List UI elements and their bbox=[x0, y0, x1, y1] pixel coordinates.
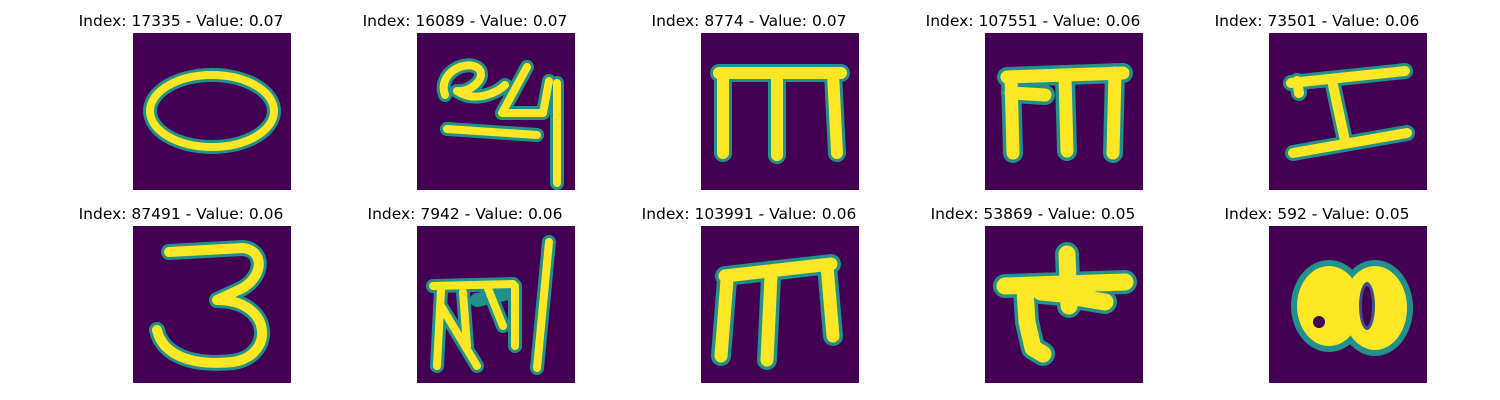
panel-5: Index: 73501 - Value: 0.06 bbox=[1167, 11, 1467, 201]
digit-image-i-beam bbox=[1269, 33, 1427, 190]
digit-image-m bbox=[701, 226, 859, 383]
panel-3: Index: 8774 - Value: 0.07 bbox=[599, 11, 899, 201]
panel-title: Index: 73501 - Value: 0.06 bbox=[1214, 12, 1420, 30]
panel-6: Index: 87491 - Value: 0.06 bbox=[31, 204, 331, 394]
panel-title: Index: 107551 - Value: 0.06 bbox=[925, 12, 1141, 30]
panel-title: Index: 16089 - Value: 0.07 bbox=[362, 12, 568, 30]
panel-title: Index: 592 - Value: 0.05 bbox=[1224, 205, 1410, 223]
panel-title: Index: 8774 - Value: 0.07 bbox=[651, 12, 847, 30]
digit-image-m bbox=[985, 33, 1143, 190]
digit-image-scribble bbox=[417, 226, 575, 383]
panel-4: Index: 107551 - Value: 0.06 bbox=[883, 11, 1183, 201]
digit-image-loop-24 bbox=[417, 33, 575, 190]
panel-1: Index: 17335 - Value: 0.07 bbox=[31, 11, 331, 201]
digit-image-m bbox=[701, 33, 859, 190]
panel-title: Index: 87491 - Value: 0.06 bbox=[78, 205, 284, 223]
panel-2: Index: 16089 - Value: 0.07 bbox=[315, 11, 615, 201]
panel-title: Index: 53869 - Value: 0.05 bbox=[930, 205, 1136, 223]
digit-image-blob-cross bbox=[985, 226, 1143, 383]
digit-image-three bbox=[133, 226, 291, 383]
panel-7: Index: 7942 - Value: 0.06 bbox=[315, 204, 615, 394]
panel-title: Index: 103991 - Value: 0.06 bbox=[641, 205, 857, 223]
panel-title: Index: 17335 - Value: 0.07 bbox=[78, 12, 284, 30]
digit-image-blob bbox=[1269, 226, 1427, 383]
panel-9: Index: 53869 - Value: 0.05 bbox=[883, 204, 1183, 394]
digit-image-oval bbox=[133, 33, 291, 190]
panel-10: Index: 592 - Value: 0.05 bbox=[1167, 204, 1467, 394]
panel-8: Index: 103991 - Value: 0.06 bbox=[599, 204, 899, 394]
panel-title: Index: 7942 - Value: 0.06 bbox=[367, 205, 563, 223]
